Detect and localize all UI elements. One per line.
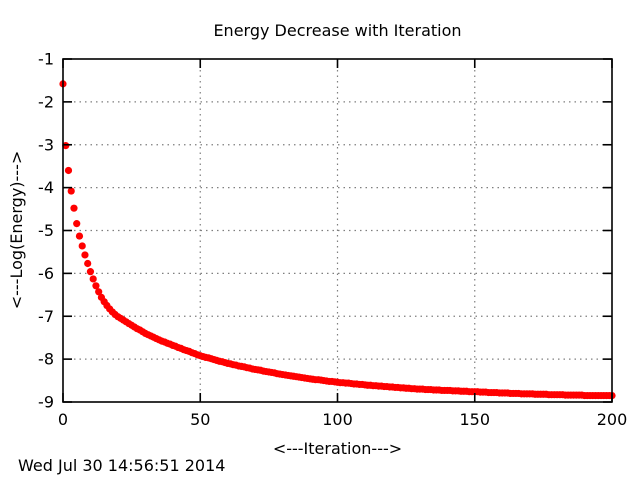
x-tick-label: 150 (459, 410, 490, 429)
y-tick-label: -3 (38, 135, 54, 154)
gridlines (63, 59, 612, 402)
tick-labels: 0 50 100 150 200 -9 -8 -7 -6 -5 -4 -3 -2 -1 (38, 50, 627, 430)
timestamp: Wed Jul 30 14:56:51 2014 (18, 456, 226, 475)
data-series-points (59, 80, 616, 400)
x-tick-label: 200 (597, 410, 628, 429)
axes (62, 58, 613, 403)
data-point (78, 242, 86, 250)
data-point (84, 259, 92, 268)
data-point (75, 232, 84, 240)
x-axis-label: <---Iteration---> (272, 439, 403, 458)
data-point (62, 142, 70, 150)
y-tick-label: -5 (38, 221, 54, 240)
data-point (73, 220, 81, 228)
x-tick-label: 0 (58, 410, 68, 429)
y-tick-label: -9 (38, 393, 54, 412)
data-point (92, 282, 100, 290)
y-tick-label: -4 (38, 178, 54, 197)
data-point (81, 251, 89, 259)
data-point (86, 268, 95, 276)
data-point (89, 275, 97, 283)
x-tick-label: 50 (190, 410, 210, 429)
chart-title: Energy Decrease with Iteration (213, 21, 462, 40)
y-tick-label: -8 (38, 350, 54, 369)
y-tick-label: -1 (38, 50, 54, 69)
data-point (70, 204, 78, 212)
data-point (64, 166, 73, 175)
y-tick-label: -2 (38, 92, 54, 111)
data-point (95, 288, 103, 296)
data-point (67, 187, 75, 195)
x-tick-label: 100 (322, 410, 353, 429)
y-tick-label: -7 (38, 307, 54, 326)
y-tick-label: -6 (38, 264, 54, 283)
